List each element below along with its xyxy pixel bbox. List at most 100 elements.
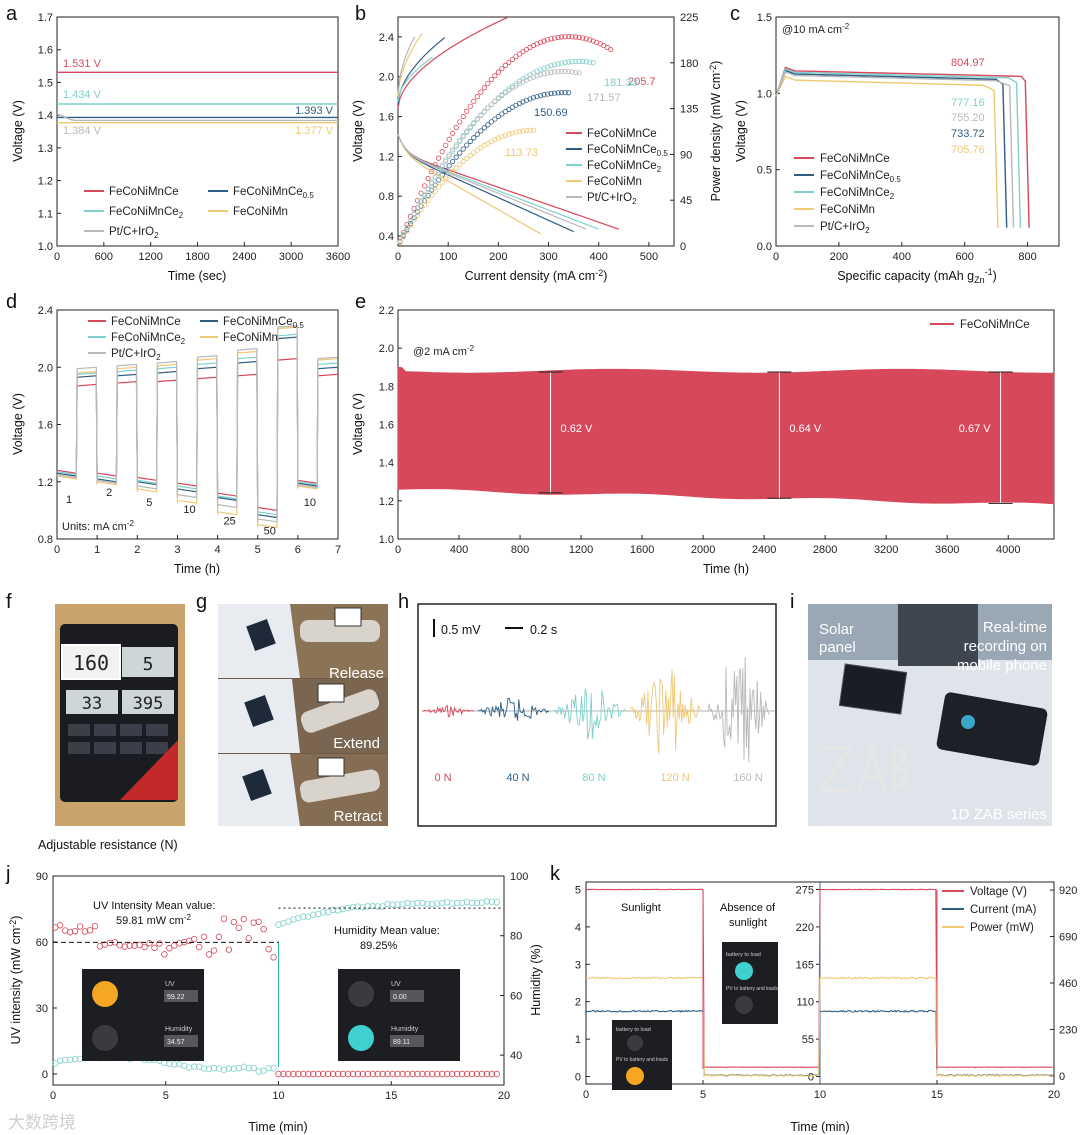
panel-b-charge-3 [397, 33, 423, 97]
panel-g-photo: Release Extend Retract [218, 604, 388, 826]
panel-j-uv-point [295, 1070, 302, 1078]
panel-j-hum-point [319, 909, 327, 916]
panel-k-card1-label-b: PV to battery and loads [616, 1057, 668, 1063]
power-point [471, 98, 477, 104]
power-point [467, 138, 473, 144]
power-point [558, 60, 565, 66]
panel-c-chart: 0 200 400 600 800 0.0 0.5 1.0 1.5 Specific capac… [734, 12, 1060, 285]
panel-a-chart: 0 600 1200 1800 2400 3000 3600 1.0 1.1 1.2 1.3 1.4 1… [11, 12, 350, 283]
panel-label-a: a [6, 3, 18, 25]
panel-j-uv-point [91, 922, 99, 930]
panel-b-charge-0 [397, 16, 509, 109]
power-point [562, 90, 568, 96]
power-point [485, 105, 491, 111]
panel-k-card1-indicator-b [626, 1067, 644, 1085]
panel-h-label: 120 N [660, 772, 689, 784]
panel-j-card2-uv-label: UV [391, 981, 401, 988]
power-point [495, 113, 501, 120]
power-point [509, 130, 516, 136]
power-point [443, 176, 449, 182]
power-point [425, 197, 431, 203]
panel-h-signal-3 [629, 669, 701, 754]
y-tick-label: 0 [575, 1072, 581, 1084]
power-point [544, 64, 551, 70]
panel-j-uv-point [379, 1070, 386, 1078]
x-tick-label: 4 [215, 544, 221, 556]
power-point [537, 93, 544, 99]
y2-tick-label: 225 [680, 12, 698, 24]
power-point [509, 56, 516, 62]
power-point [555, 61, 561, 67]
panel-j-hum-point [439, 899, 446, 907]
panel-j-hum-point [349, 903, 357, 911]
power-point [566, 59, 572, 65]
panel-j-hum-point [270, 1065, 277, 1072]
panel-d-legend-2: FeCoNiMnCe0.5 [223, 316, 304, 330]
y-tick-label: 30 [36, 1003, 48, 1015]
x-tick-label: 0 [395, 251, 401, 263]
power-point [471, 135, 477, 141]
panel-j-hum-point [389, 901, 396, 908]
panel-j-hum-point [66, 1056, 74, 1063]
panel-j-hum-point [61, 1056, 69, 1064]
panel-j-hum-point [230, 1065, 238, 1072]
y2-tick-label: 45 [680, 195, 692, 207]
y-tick-label: 2.4 [38, 305, 53, 317]
power-point [534, 93, 540, 100]
panel-k-legend-3: Power (mW) [970, 922, 1034, 934]
power-point [404, 224, 410, 231]
power-point [558, 90, 565, 96]
panel-j-hum-point [190, 1063, 198, 1070]
y-tick-label: 3 [575, 959, 581, 971]
power-point [506, 59, 512, 65]
power-point [537, 39, 544, 45]
panel-e-gap-label: 0.62 V [561, 423, 593, 435]
panel-j-xlabel: Time (min) [248, 1120, 307, 1134]
panel-j-card2-uv-indicator [348, 981, 374, 1007]
power-point [453, 154, 459, 160]
panel-j-uv-point [394, 1070, 401, 1078]
panel-c-series-4 [775, 71, 1015, 228]
y-right-tick-label: 230 [1059, 1024, 1077, 1036]
panel-i-label-solar: Solar [819, 621, 854, 638]
power-point [471, 150, 477, 156]
power-point [418, 207, 424, 213]
panel-b-legend-3: FeCoNiMnCe2 [587, 160, 662, 174]
panel-j-uv-point [473, 1070, 481, 1078]
power-point [460, 146, 466, 152]
y-tick-label: 1.5 [757, 12, 772, 24]
power-point [432, 175, 438, 181]
panel-b-power-4 [397, 68, 582, 245]
power-point [587, 59, 593, 65]
panel-h-label: 0 N [434, 772, 451, 784]
power-point [513, 54, 519, 60]
x-tick-label: 500 [640, 251, 658, 263]
panel-d-legend-4: FeCoNiMn [223, 332, 278, 344]
panel-b-ann-15069: 150.69 [534, 107, 568, 119]
panel-j-hum-point [250, 1064, 257, 1072]
panel-j-uv-point [429, 1070, 436, 1078]
power-point [541, 71, 547, 77]
panel-h-label: 40 N [506, 772, 529, 784]
y-right-tick-label: 460 [1059, 978, 1077, 990]
panel-b-ann-11373: 113.73 [505, 147, 538, 159]
panel-b-frame [397, 16, 675, 247]
power-point [478, 145, 484, 151]
power-point [573, 34, 579, 40]
power-point [608, 46, 614, 53]
x-tick-label: 0 [54, 544, 60, 556]
panel-k-power-line [585, 976, 1054, 1078]
power-point [414, 198, 421, 204]
y-tick-label: 2.0 [379, 72, 394, 84]
power-point [548, 69, 554, 75]
panel-b-legend-4: FeCoNiMn [587, 176, 642, 188]
panel-j-uv-point [419, 1070, 426, 1078]
panel-c-series-1 [775, 69, 1008, 228]
panel-j-uv-point [399, 1070, 406, 1078]
y-tick-label: 2.4 [379, 32, 394, 44]
panel-c-series-3 [775, 75, 999, 228]
panel-j-hum-point [463, 898, 471, 906]
panel-d-units: Units: mA cm-2 [62, 519, 134, 533]
panel-a-ylabel: Voltage (V) [11, 100, 25, 162]
x-tick-label: 20 [1048, 1089, 1060, 1101]
